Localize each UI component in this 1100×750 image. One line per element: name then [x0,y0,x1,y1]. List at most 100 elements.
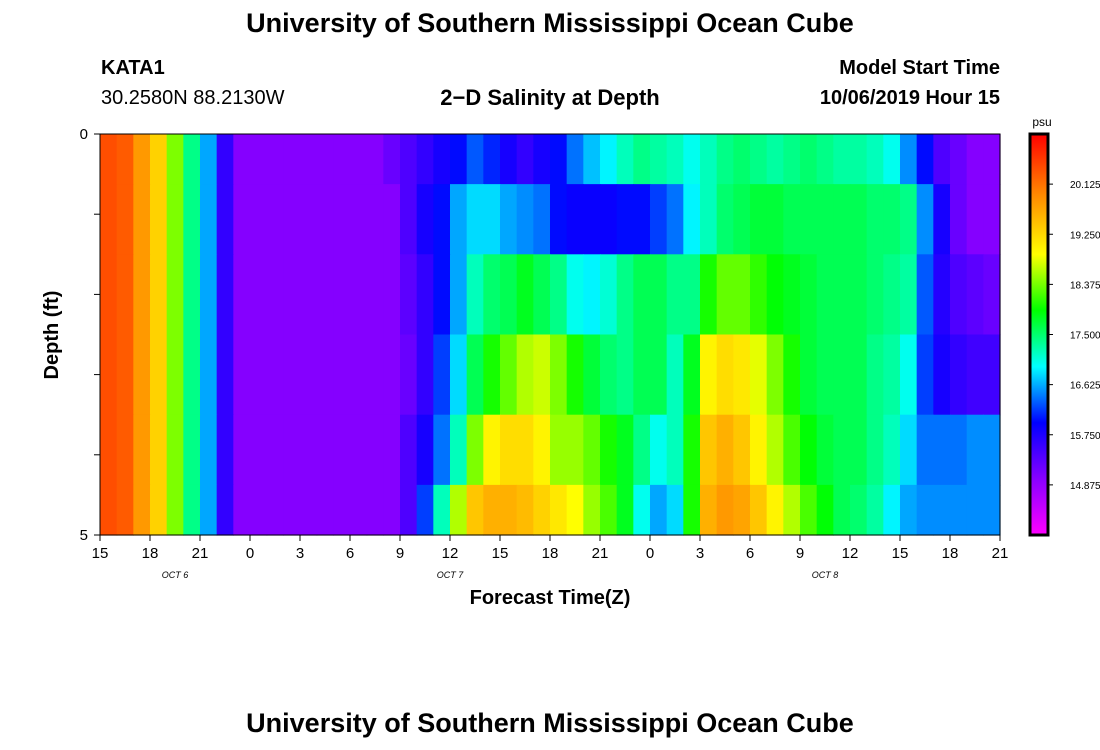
heatmap-cell [900,334,918,416]
heatmap-cell [166,134,184,185]
heatmap-cell [350,134,368,185]
heatmap-cell [433,414,451,486]
heatmap-cell [200,184,218,255]
heatmap-cell [200,254,218,336]
heatmap-cell [300,184,318,255]
heatmap-cell [933,184,951,255]
heatmap-cell [566,484,584,536]
heatmap-cell [583,484,601,536]
colorbar-tick-label: 17.500 [1070,331,1100,342]
heatmap-cell [633,184,651,255]
heatmap-cell [766,414,784,486]
heatmap-cell [600,414,618,486]
heatmap-cell [700,414,718,486]
heatmap-cell [416,134,434,185]
heatmap-cell [616,334,634,416]
heatmap-cell [883,484,901,536]
heatmap-cell [316,414,334,486]
heatmap-cell [400,334,418,416]
heatmap-cell [400,134,418,185]
heatmap-cell [250,254,268,336]
heatmap-cell [866,334,884,416]
heatmap-cell [450,484,468,536]
heatmap-cell [550,334,568,416]
heatmap-cell [416,254,434,336]
heatmap-cell [300,254,318,336]
heatmap-cell [666,254,684,336]
heatmap-cell [900,184,918,255]
heatmap-cell [866,414,884,486]
x-tick-label: 21 [992,545,1009,562]
heatmap-cell [933,254,951,336]
heatmap-cell [233,134,251,185]
heatmap-cell [683,254,701,336]
heatmap-cell [933,414,951,486]
heatmap-cell [866,184,884,255]
heatmap-cell [733,334,751,416]
heatmap-cell [600,134,618,185]
heatmap-cell [100,254,118,336]
heatmap-cell [616,134,634,185]
heatmap-cell [550,254,568,336]
heatmap-cell [150,184,168,255]
heatmap-cell [783,184,801,255]
heatmap-cell [833,334,851,416]
heatmap-cell [800,484,818,536]
station-name: KATA1 [101,57,165,79]
heatmap-cell [600,184,618,255]
heatmap-cell [583,254,601,336]
heatmap-cell [833,134,851,185]
heatmap-cell [483,134,501,185]
heatmap-cell [583,134,601,185]
heatmap-cell [416,484,434,536]
heatmap-cell [150,484,168,536]
heatmap-cell [433,334,451,416]
heatmap-cell [716,134,734,185]
x-tick-label: 0 [646,545,654,562]
heatmap-cell [850,414,868,486]
heatmap-cell [683,334,701,416]
heatmap-cell [683,484,701,536]
heatmap-cell [200,334,218,416]
heatmap-cell [166,484,184,536]
heatmap-cell [133,484,151,536]
heatmap-cell [900,134,918,185]
heatmap-cell [183,254,201,336]
heatmap-cell [216,484,234,536]
heatmap-cell [766,184,784,255]
heatmap-cell [183,184,201,255]
heatmap-cell [333,254,351,336]
heatmap-cell [750,184,768,255]
heatmap-cell [766,254,784,336]
heatmap-cell [483,184,501,255]
heatmap-cell [316,254,334,336]
heatmap-cell [400,184,418,255]
heatmap-cell [366,414,384,486]
heatmap-cell [483,484,501,536]
heatmap-cell [450,334,468,416]
heatmap-cell [100,184,118,255]
heatmap-cell [883,184,901,255]
x-tick-label: 12 [842,545,859,562]
heatmap-cell [283,134,301,185]
heatmap-cell [733,184,751,255]
heatmap-cell [850,184,868,255]
heatmap-cell [516,254,534,336]
heatmap-cell [783,484,801,536]
x-tick-label: 9 [396,545,404,562]
heatmap-cell [966,414,984,486]
heatmap-cell [950,484,968,536]
heatmap-cell [300,134,318,185]
heatmap-cell [266,334,284,416]
heatmap-cell [700,334,718,416]
heatmap-cell [683,184,701,255]
page-title: University of Southern Mississippi Ocean… [246,8,854,38]
heatmap-cell [133,134,151,185]
heatmap-cell [500,184,518,255]
heatmap-cell [533,414,551,486]
heatmap-cell [300,484,318,536]
station-coordinates: 30.2580N 88.2130W [101,87,285,109]
heatmap-cell [416,414,434,486]
heatmap-cell [933,484,951,536]
x-tick-label: 9 [796,545,804,562]
